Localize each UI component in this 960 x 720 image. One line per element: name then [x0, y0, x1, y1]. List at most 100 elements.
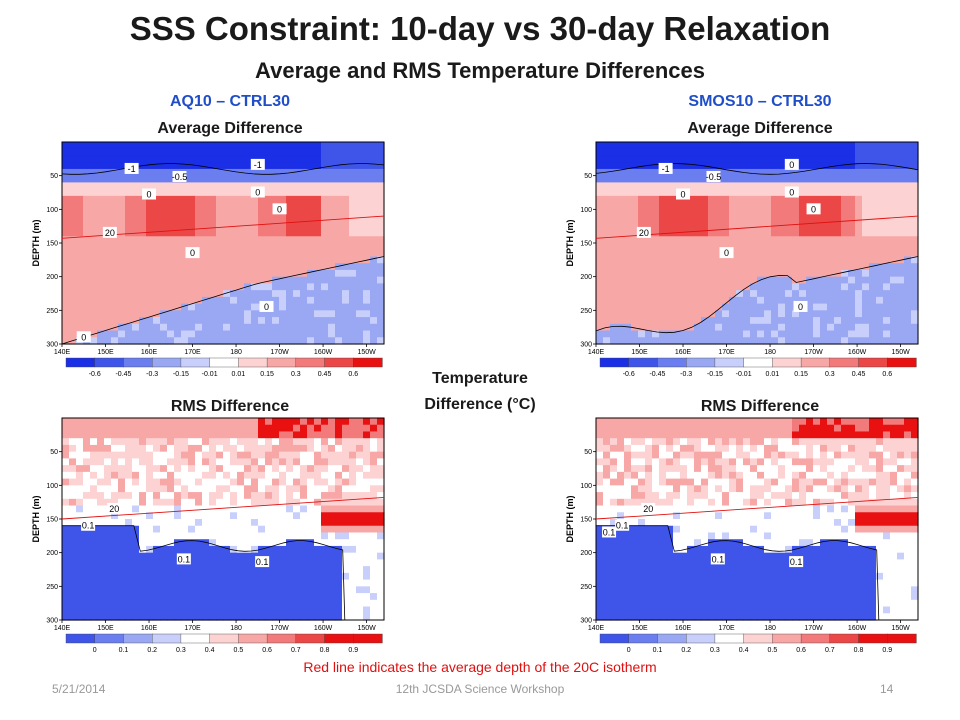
heatmap-cell	[167, 303, 175, 311]
heatmap-cell	[104, 492, 112, 500]
heatmap-cell	[160, 478, 168, 486]
heatmap-cell	[603, 606, 611, 614]
heatmap-cell	[195, 175, 203, 183]
heatmap-cell	[729, 418, 737, 426]
heatmap-cell	[251, 148, 259, 157]
heatmap-cell	[377, 148, 385, 157]
heatmap-cell	[736, 202, 744, 210]
heatmap-cell	[631, 418, 639, 426]
heatmap-cell	[62, 572, 70, 581]
heatmap-cell	[328, 492, 336, 500]
heatmap-cell	[349, 276, 357, 284]
heatmap-cell	[90, 599, 98, 608]
heatmap-cell	[223, 323, 231, 332]
heatmap-cell	[314, 263, 322, 271]
heatmap-cell	[167, 195, 175, 204]
heatmap-cell	[90, 424, 98, 433]
heatmap-cell	[743, 256, 751, 264]
heatmap-cell	[195, 323, 203, 332]
heatmap-cell	[146, 572, 154, 581]
heatmap-cell	[104, 458, 112, 466]
heatmap-cell	[813, 236, 821, 244]
heatmap-cell	[174, 539, 182, 547]
heatmap-cell	[750, 249, 758, 258]
heatmap-cell	[237, 438, 245, 446]
heatmap-cell	[645, 182, 653, 190]
heatmap-cell	[104, 323, 112, 332]
heatmap-cell	[188, 155, 196, 163]
heatmap-cell	[132, 613, 140, 621]
heatmap-cell	[659, 189, 667, 197]
heatmap-cell	[722, 175, 730, 183]
heatmap-cell	[335, 545, 343, 554]
heatmap-cell	[356, 539, 364, 547]
heatmap-cell	[722, 229, 730, 237]
heatmap-cell	[90, 148, 98, 157]
heatmap-cell	[174, 444, 182, 453]
heatmap-cell	[377, 276, 385, 284]
heatmap-cell	[638, 168, 646, 177]
heatmap-cell	[631, 155, 639, 163]
heatmap-cell	[97, 155, 105, 163]
heatmap-cell	[286, 539, 294, 547]
colorbar-legend-title: Temperature Difference (°C)	[424, 370, 536, 413]
heatmap-cell	[377, 310, 385, 318]
contour-label: 0	[798, 302, 803, 312]
heatmap-cell	[708, 593, 716, 601]
heatmap-cell	[848, 323, 856, 332]
heatmap-cell	[279, 195, 287, 204]
heatmap-cell	[680, 438, 688, 446]
heatmap-cell	[349, 216, 357, 224]
heatmap-cell	[349, 478, 357, 486]
heatmap-cell	[349, 559, 357, 567]
contour-label: 0	[277, 204, 282, 214]
heatmap-cell	[104, 444, 112, 453]
heatmap-cell	[342, 337, 350, 345]
x-tick-label: 170E	[184, 625, 201, 632]
heatmap-cell	[321, 142, 329, 150]
heatmap-cell	[349, 222, 357, 231]
heatmap-cell	[736, 222, 744, 231]
heatmap-cell	[195, 222, 203, 231]
heatmap-cell	[596, 222, 604, 231]
heatmap-cell	[694, 276, 702, 284]
heatmap-cell	[911, 243, 919, 251]
heatmap-cell	[624, 505, 632, 513]
heatmap-cell	[666, 424, 674, 433]
heatmap-cell	[272, 525, 280, 534]
heatmap-cell	[617, 283, 625, 291]
heatmap-cell	[293, 222, 301, 231]
heatmap-cell	[610, 519, 618, 527]
heatmap-cell	[806, 182, 814, 190]
heatmap-cell	[335, 202, 343, 210]
heatmap-cell	[363, 492, 371, 500]
heatmap-cell	[146, 539, 154, 547]
heatmap-cell	[652, 519, 660, 527]
heatmap-cell	[76, 263, 84, 271]
heatmap-cell	[785, 142, 793, 150]
heatmap-cell	[83, 162, 91, 170]
heatmap-cell	[659, 209, 667, 217]
heatmap-cell	[736, 229, 744, 237]
heatmap-cell	[356, 222, 364, 231]
heatmap-cell	[764, 142, 772, 150]
heatmap-cell	[694, 532, 702, 540]
heatmap-cell	[300, 142, 308, 150]
heatmap-cell	[293, 202, 301, 210]
heatmap-cell	[181, 337, 189, 345]
heatmap-cell	[293, 155, 301, 163]
heatmap-cell	[687, 189, 695, 197]
heatmap-cell	[188, 175, 196, 183]
heatmap-cell	[146, 209, 154, 217]
heatmap-cell	[349, 424, 357, 433]
heatmap-cell	[314, 243, 322, 251]
heatmap-cell	[237, 492, 245, 500]
heatmap-cell	[167, 431, 175, 439]
heatmap-cell	[377, 290, 385, 298]
heatmap-cell	[356, 572, 364, 581]
heatmap-cell	[237, 216, 245, 224]
heatmap-cell	[729, 256, 737, 264]
heatmap-cell	[596, 599, 604, 608]
heatmap-cell	[244, 148, 252, 157]
heatmap-cell	[300, 532, 308, 540]
